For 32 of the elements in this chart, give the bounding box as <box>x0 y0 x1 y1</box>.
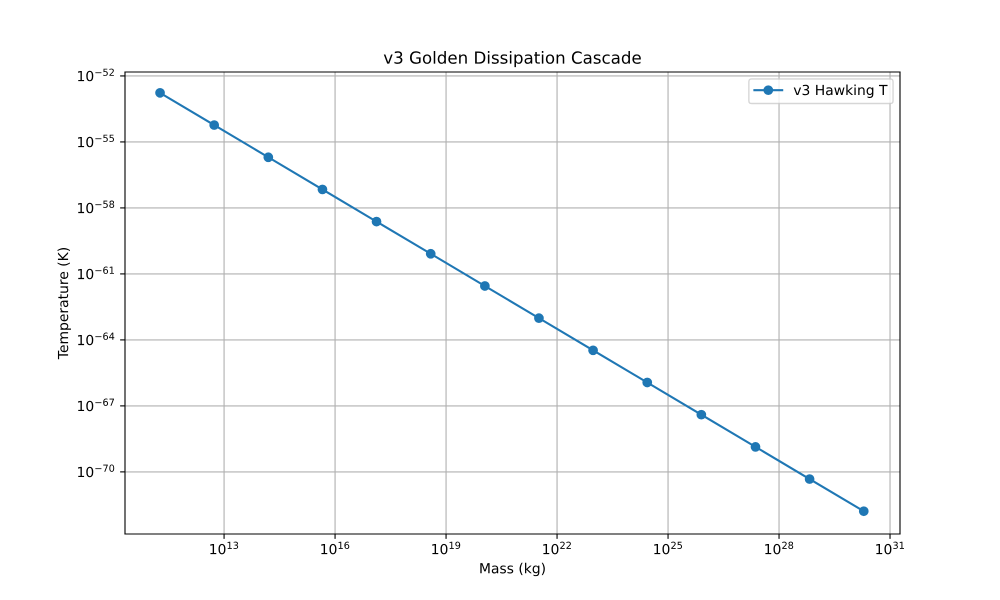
y-tick-label: 10$^{−58}$ <box>78 200 114 214</box>
point <box>209 120 220 130</box>
y-tick-label: 10$^{−52}$ <box>78 68 114 82</box>
point <box>372 216 382 226</box>
point <box>696 410 706 420</box>
x-tick-label: 10$^{31}$ <box>876 542 904 554</box>
point <box>318 184 328 194</box>
legend-label: v3 Hawking T <box>794 84 888 98</box>
x-tick-label: 10$^{19}$ <box>432 542 460 554</box>
point <box>263 152 274 162</box>
y-tick-label: 10$^{−64}$ <box>78 332 114 346</box>
x-tick-label: 10$^{28}$ <box>765 542 794 554</box>
y-tick-label: 10$^{−70}$ <box>78 464 114 478</box>
point <box>858 506 869 516</box>
x-tick-label: 10$^{25}$ <box>654 542 682 554</box>
x-tick-label: 10$^{16}$ <box>321 542 350 554</box>
x-axis-title: Mass (kg) <box>480 562 545 576</box>
point <box>642 378 652 388</box>
x-tick-label: 10$^{22}$ <box>543 542 571 554</box>
x-tick-label: 10$^{13}$ <box>210 542 238 554</box>
point <box>426 248 436 259</box>
point <box>155 88 165 98</box>
y-tick-label: 10$^{−67}$ <box>78 398 114 412</box>
y-axis-title: Temperature (K) <box>58 248 71 360</box>
point <box>804 474 814 484</box>
point <box>534 313 544 324</box>
point <box>750 442 760 452</box>
y-tick-label: 10$^{−55}$ <box>78 134 114 148</box>
point <box>588 345 598 356</box>
point <box>480 281 490 291</box>
chart-title: v3 Golden Dissipation Cascade <box>384 51 641 68</box>
y-tick-label: 10$^{−61}$ <box>78 266 114 280</box>
